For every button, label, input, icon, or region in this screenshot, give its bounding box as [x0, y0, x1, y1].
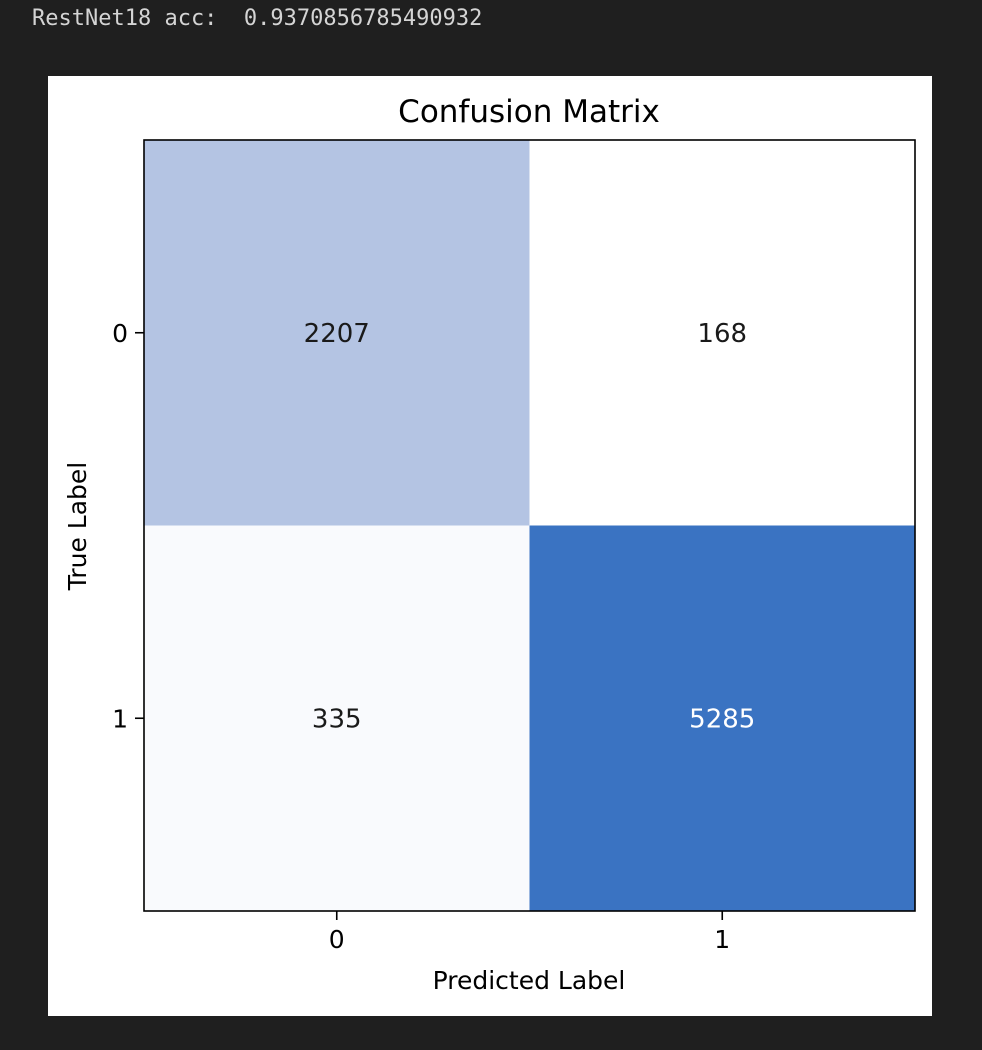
- cell-output-text: RestNet18 acc: 0.9370856785490932: [32, 6, 483, 31]
- x-axis-label: Predicted Label: [433, 966, 626, 995]
- x-tick-label-1: 1: [714, 925, 730, 954]
- confusion-matrix-figure: 2207 168 335 5285 0 1 0 1 Confusion Matrix Pre…: [48, 76, 932, 1016]
- heatmap-cell-1-1: [529, 525, 915, 911]
- cell-value-label-1-1: 5285: [689, 704, 755, 734]
- x-tick-label-0: 0: [329, 925, 345, 954]
- cell-value-label-0-0: 2207: [304, 319, 370, 349]
- axes-frame: [143, 139, 916, 912]
- y-tick-label-0: 0: [112, 319, 128, 348]
- cell-value-label-0-1: 168: [697, 319, 747, 349]
- heatmap-cell-1-0: [144, 525, 530, 911]
- cell-value-label-1-0: 335: [312, 704, 362, 734]
- y-axis-label: True Label: [63, 462, 92, 592]
- chart-title: Confusion Matrix: [398, 94, 660, 130]
- heatmap-cell-0-1: [529, 140, 915, 526]
- y-tick-label-1: 1: [112, 704, 128, 733]
- heatmap-cell-0-0: [144, 140, 530, 526]
- heatmap-cells: 2207 168 335 5285: [144, 140, 915, 911]
- axis-ticks: 0 1 0 1: [112, 319, 730, 954]
- confusion-matrix-chart: 2207 168 335 5285 0 1 0 1 Confusion Matrix Pre…: [63, 94, 916, 995]
